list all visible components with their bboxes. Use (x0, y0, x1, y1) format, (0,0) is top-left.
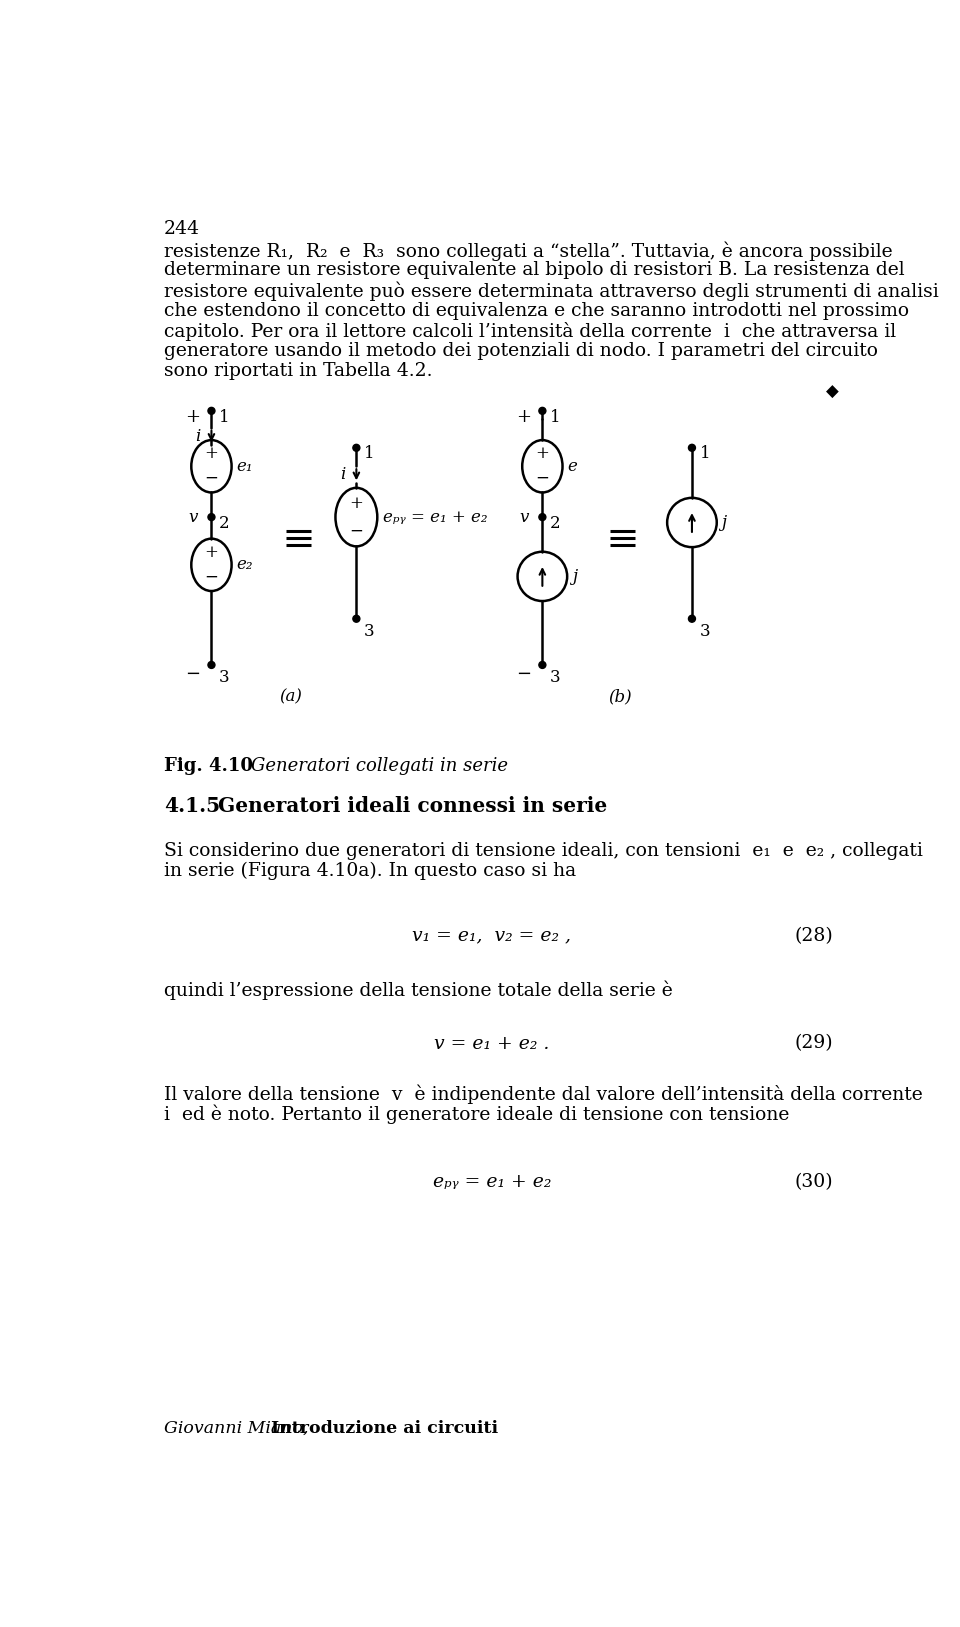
Text: Generatori ideali connessi in serie: Generatori ideali connessi in serie (219, 796, 608, 815)
Text: i: i (340, 467, 346, 483)
Text: (28): (28) (794, 927, 833, 945)
Text: +: + (185, 408, 201, 426)
Text: −: − (204, 470, 218, 486)
Text: 244: 244 (164, 220, 201, 238)
Text: Giovanni Miano,: Giovanni Miano, (164, 1419, 309, 1437)
Text: i  ed è noto. Pertanto il generatore ideale di tensione con tensione: i ed è noto. Pertanto il generatore idea… (164, 1105, 789, 1124)
Text: +: + (536, 446, 549, 462)
Text: 3: 3 (550, 669, 561, 687)
Circle shape (688, 444, 695, 451)
Text: eₚᵧ = e₁ + e₂: eₚᵧ = e₁ + e₂ (383, 509, 488, 526)
Text: v: v (188, 509, 198, 526)
Text: generatore usando il metodo dei potenziali di nodo. I parametri del circuito: generatore usando il metodo dei potenzia… (164, 342, 878, 360)
Text: −: − (536, 470, 549, 486)
Text: −: − (349, 522, 363, 540)
Text: Introduzione ai circuiti: Introduzione ai circuiti (265, 1419, 498, 1437)
Text: 3: 3 (700, 623, 710, 639)
Text: +: + (349, 495, 363, 513)
Text: 1: 1 (364, 446, 374, 462)
Text: 3: 3 (219, 669, 229, 687)
Text: −: − (516, 665, 531, 683)
Text: quindi l’espressione della tensione totale della serie è: quindi l’espressione della tensione tota… (164, 981, 673, 1001)
Text: (a): (a) (279, 688, 302, 704)
Circle shape (208, 662, 215, 669)
Text: e₁: e₁ (236, 457, 252, 475)
Circle shape (208, 407, 215, 415)
Text: i: i (195, 428, 201, 444)
Text: 3: 3 (364, 623, 374, 639)
Text: e: e (567, 457, 577, 475)
Text: 4.1.5: 4.1.5 (164, 796, 220, 815)
Text: v: v (519, 509, 528, 526)
Text: (30): (30) (794, 1173, 833, 1191)
Circle shape (353, 615, 360, 622)
Text: Si considerino due generatori di tensione ideali, con tensioni  e₁  e  e₂ , coll: Si considerino due generatori di tension… (164, 843, 924, 861)
Text: +: + (516, 408, 531, 426)
Circle shape (688, 615, 695, 622)
Text: resistore equivalente può essere determinata attraverso degli strumenti di anali: resistore equivalente può essere determi… (164, 281, 939, 301)
Text: Il valore della tensione  v  è indipendente dal valore dell’intensità della corr: Il valore della tensione v è indipendent… (164, 1085, 923, 1105)
Text: j: j (721, 514, 727, 530)
Circle shape (539, 514, 546, 521)
Text: (b): (b) (608, 688, 632, 704)
Text: ◆: ◆ (827, 384, 839, 400)
Text: v₁ = e₁,  v₂ = e₂ ,: v₁ = e₁, v₂ = e₂ , (413, 927, 571, 945)
Text: (29): (29) (794, 1035, 833, 1053)
Circle shape (539, 407, 546, 415)
Text: 1: 1 (550, 408, 561, 426)
Text: v = e₁ + e₂ .: v = e₁ + e₂ . (434, 1035, 550, 1053)
Text: capitolo. Per ora il lettore calcoli l’intensità della corrente  i  che attraver: capitolo. Per ora il lettore calcoli l’i… (164, 322, 897, 340)
Text: +: + (204, 446, 218, 462)
Text: resistenze R₁,  R₂  e  R₃  sono collegati a “stella”. Tuttavia, è ancora possibi: resistenze R₁, R₂ e R₃ sono collegati a … (164, 241, 893, 260)
Text: Fig. 4.10: Fig. 4.10 (164, 757, 253, 776)
Text: j: j (572, 568, 577, 584)
Circle shape (539, 662, 546, 669)
Text: sono riportati in Tabella 4.2.: sono riportati in Tabella 4.2. (164, 361, 433, 379)
Circle shape (353, 444, 360, 451)
Text: 1: 1 (700, 446, 710, 462)
Text: 2: 2 (219, 514, 229, 532)
Text: determinare un resistore equivalente al bipolo di resistori B. La resistenza del: determinare un resistore equivalente al … (164, 262, 904, 280)
Text: e₂: e₂ (236, 556, 252, 573)
Text: che estendono il concetto di equivalenza e che saranno introdotti nel prossimo: che estendono il concetto di equivalenza… (164, 301, 909, 319)
Text: −: − (185, 665, 201, 683)
Text: 1: 1 (219, 408, 229, 426)
Text: 2: 2 (550, 514, 561, 532)
Circle shape (208, 514, 215, 521)
Text: −: − (204, 569, 218, 586)
Text: +: + (204, 543, 218, 561)
Text: Generatori collegati in serie: Generatori collegati in serie (228, 757, 508, 776)
Text: eₚᵧ = e₁ + e₂: eₚᵧ = e₁ + e₂ (433, 1173, 551, 1191)
Text: in serie (Figura 4.10a). In questo caso si ha: in serie (Figura 4.10a). In questo caso … (164, 862, 576, 880)
